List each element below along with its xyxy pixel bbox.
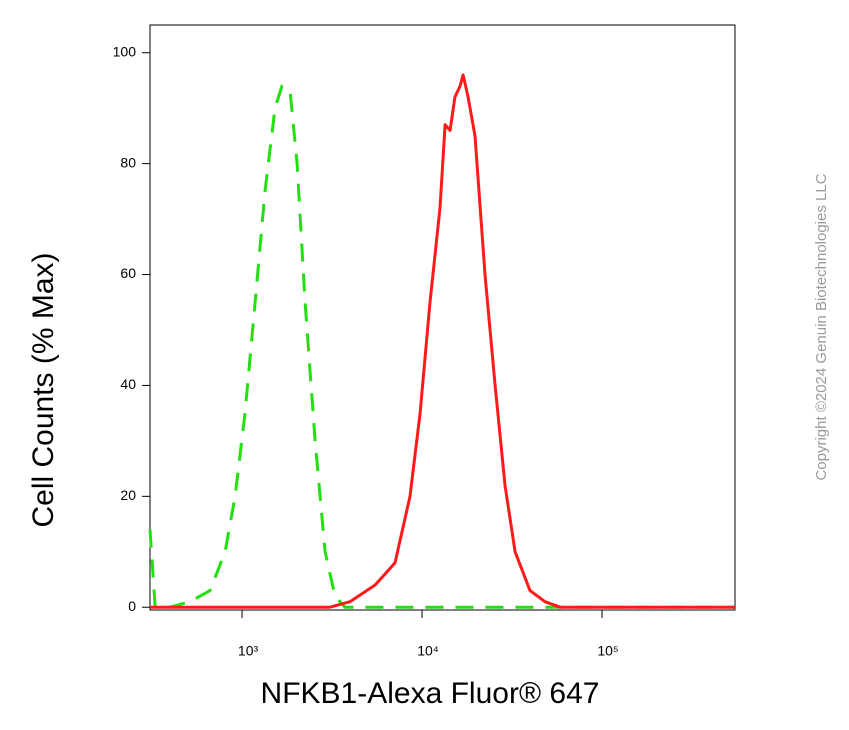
x-tick-label: 10³ xyxy=(238,643,259,659)
copyright: Copyright ©2024 Genuin Biotechnologies L… xyxy=(813,173,830,480)
y-tick-label: 60 xyxy=(120,265,136,281)
y-tick-label: 100 xyxy=(113,43,137,59)
series-line xyxy=(150,73,735,609)
x-axis-title: NFKB1-Alexa Fluor® 647 xyxy=(261,677,600,710)
y-axis-title: Cell Counts (% Max) xyxy=(27,252,60,527)
y-tick-label: 80 xyxy=(120,154,136,170)
x-tick-label: 10⁵ xyxy=(597,643,618,659)
series-line xyxy=(148,84,735,609)
y-tick-label: 0 xyxy=(128,598,136,614)
x-tick-label: 10⁴ xyxy=(417,643,439,659)
y-tick-label: 20 xyxy=(120,487,136,503)
plot-frame xyxy=(149,24,736,611)
y-tick-label: 40 xyxy=(120,376,136,392)
